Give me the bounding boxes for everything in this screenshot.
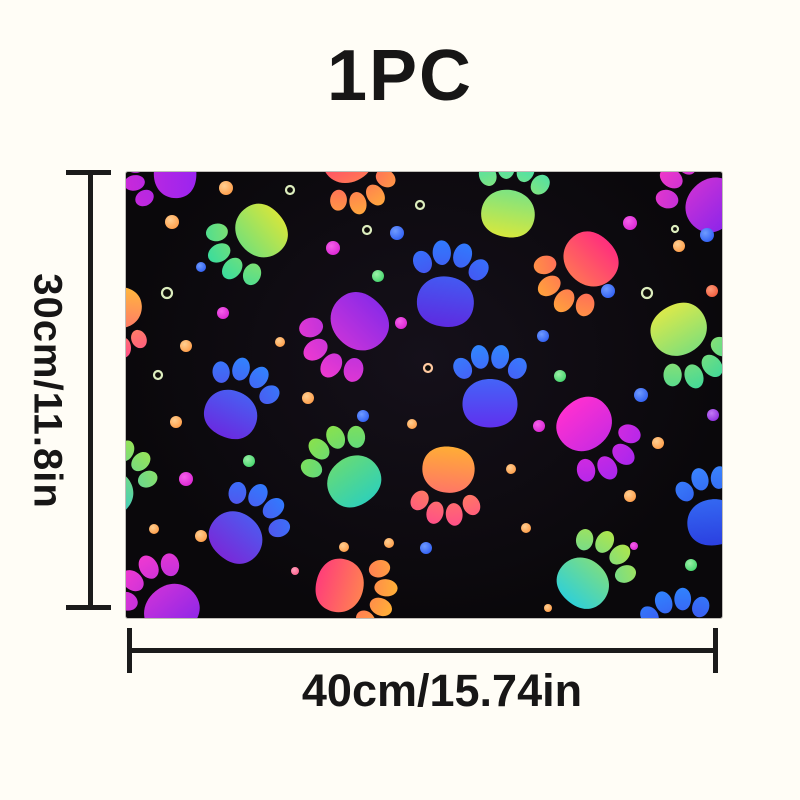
width-dimension-cap-left [127, 628, 132, 673]
paw-print [412, 240, 489, 327]
width-dimension-line [127, 648, 717, 653]
paw-print [650, 302, 722, 389]
width-dimension-label: 40cm/15.74in [301, 665, 583, 716]
paw-dot [217, 307, 229, 319]
paw-pattern-graphic [126, 172, 722, 618]
paw-dot [196, 262, 206, 272]
paw-dot [407, 419, 417, 429]
paw-print [321, 172, 396, 215]
paw-dot [707, 409, 719, 421]
paw-dot [506, 464, 516, 474]
paw-dot [357, 410, 369, 422]
paw-print [300, 425, 382, 508]
paw-dot [630, 542, 638, 550]
paw-dot [390, 226, 404, 240]
paw-print [126, 440, 158, 515]
paw-dot [537, 330, 549, 342]
paw-print [675, 466, 722, 546]
product-image-paw-mat [126, 172, 722, 618]
paw-dot [302, 392, 314, 404]
paw-dot [326, 241, 340, 255]
paw-dot [623, 216, 637, 230]
paw-dot [361, 224, 373, 236]
paw-print [208, 481, 291, 564]
paw-dot [533, 420, 545, 432]
paw-dot [160, 286, 174, 300]
paw-dot [640, 286, 654, 300]
paw-dot [219, 181, 233, 195]
paw-print [126, 553, 200, 618]
paw-dot [670, 224, 680, 234]
height-dimension-cap-bottom [66, 605, 111, 610]
paw-print [556, 528, 636, 609]
paw-dot [149, 524, 159, 534]
paw-dot [700, 228, 714, 242]
paw-print [204, 357, 280, 440]
paw-dot [544, 604, 552, 612]
paw-dot [275, 337, 285, 347]
paw-dot [180, 340, 192, 352]
paw-print [533, 231, 619, 317]
height-dimension-label: 30cm/11.8in [25, 273, 70, 509]
quantity-title: 1PC [326, 36, 474, 116]
paw-print [205, 203, 288, 286]
paw-dot [652, 437, 664, 449]
paw-print [410, 446, 481, 526]
paw-dot [420, 542, 432, 554]
paw-print [640, 587, 710, 618]
paw-dot [170, 416, 182, 428]
paw-print [299, 291, 390, 382]
paw-dot [601, 284, 615, 298]
paw-dot [554, 370, 566, 382]
paw-dot [195, 530, 207, 542]
paw-print [126, 286, 147, 358]
paw-dot [339, 542, 349, 552]
paw-print [126, 172, 197, 207]
paw-dot [291, 567, 299, 575]
paw-dot [414, 199, 426, 211]
height-dimension-cap-top [66, 170, 111, 175]
height-dimension-line [88, 172, 93, 610]
paw-dot [165, 215, 179, 229]
paw-dot [284, 184, 296, 196]
paw-dot [422, 362, 434, 374]
paw-print [453, 345, 527, 428]
paw-print [478, 172, 550, 238]
paw-dot [685, 559, 697, 571]
paw-dot [624, 490, 636, 502]
paw-dot [384, 538, 394, 548]
paw-dot [243, 455, 255, 467]
paw-print [556, 396, 641, 482]
width-dimension-cap-right [713, 628, 718, 673]
paw-print [315, 558, 398, 618]
paw-dot [395, 317, 407, 329]
paw-dot [179, 472, 193, 486]
paw-print [655, 172, 722, 233]
paw-dot [634, 388, 648, 402]
paw-dot [152, 369, 164, 381]
paw-dot [521, 523, 531, 533]
paw-dot [372, 270, 384, 282]
paw-dot [673, 240, 685, 252]
paw-dot [706, 285, 718, 297]
